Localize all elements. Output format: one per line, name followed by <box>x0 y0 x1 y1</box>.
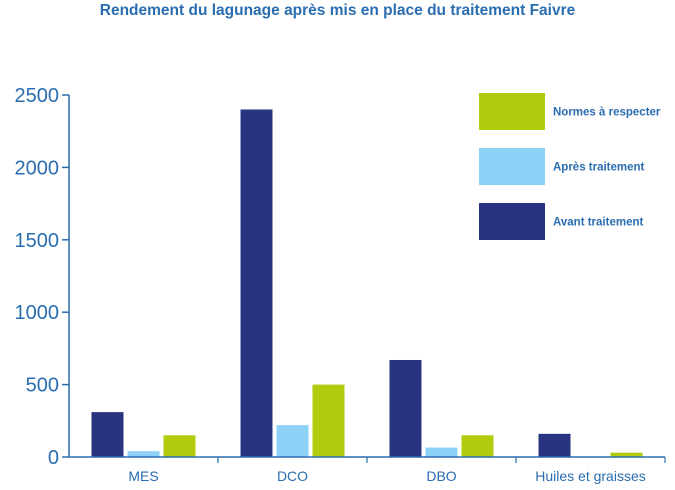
bar <box>312 384 345 457</box>
x-tick-label: DBO <box>426 468 456 484</box>
bar <box>91 412 124 457</box>
y-tick-label: 1000 <box>15 302 60 324</box>
x-axis: MES DCO DBO Huiles et graisses <box>69 456 666 484</box>
legend-swatch <box>479 203 545 240</box>
legend-swatch <box>479 148 545 185</box>
y-tick-label: 2500 <box>15 85 60 107</box>
bar <box>163 435 196 457</box>
bar <box>538 433 571 457</box>
x-tick-label: Huiles et graisses <box>535 468 646 484</box>
legend-label: Normes à respecter <box>553 107 661 119</box>
bar <box>461 435 494 457</box>
legend-label: Avant traitement <box>553 217 643 229</box>
y-tick-label: 0 <box>48 447 59 469</box>
legend-swatch <box>479 93 545 130</box>
bar <box>240 109 273 457</box>
bar <box>127 451 160 457</box>
bar <box>425 447 458 457</box>
x-tick-label: DCO <box>277 468 308 484</box>
bars <box>91 109 643 457</box>
bar <box>276 425 309 457</box>
chart-title: Rendement du lagunage après mis en place… <box>99 2 576 19</box>
x-tick-label: MES <box>128 468 158 484</box>
bar <box>610 452 643 457</box>
y-tick-label: 2000 <box>15 157 60 179</box>
y-tick-label: 1500 <box>15 230 60 252</box>
legend: Normes à respecter Après traitement Avant … <box>479 93 661 240</box>
y-tick-label: 500 <box>26 375 59 397</box>
bar <box>389 359 422 457</box>
y-axis: 0 500 1000 1500 2000 2500 <box>15 85 70 469</box>
legend-label: Après traitement <box>553 162 645 174</box>
